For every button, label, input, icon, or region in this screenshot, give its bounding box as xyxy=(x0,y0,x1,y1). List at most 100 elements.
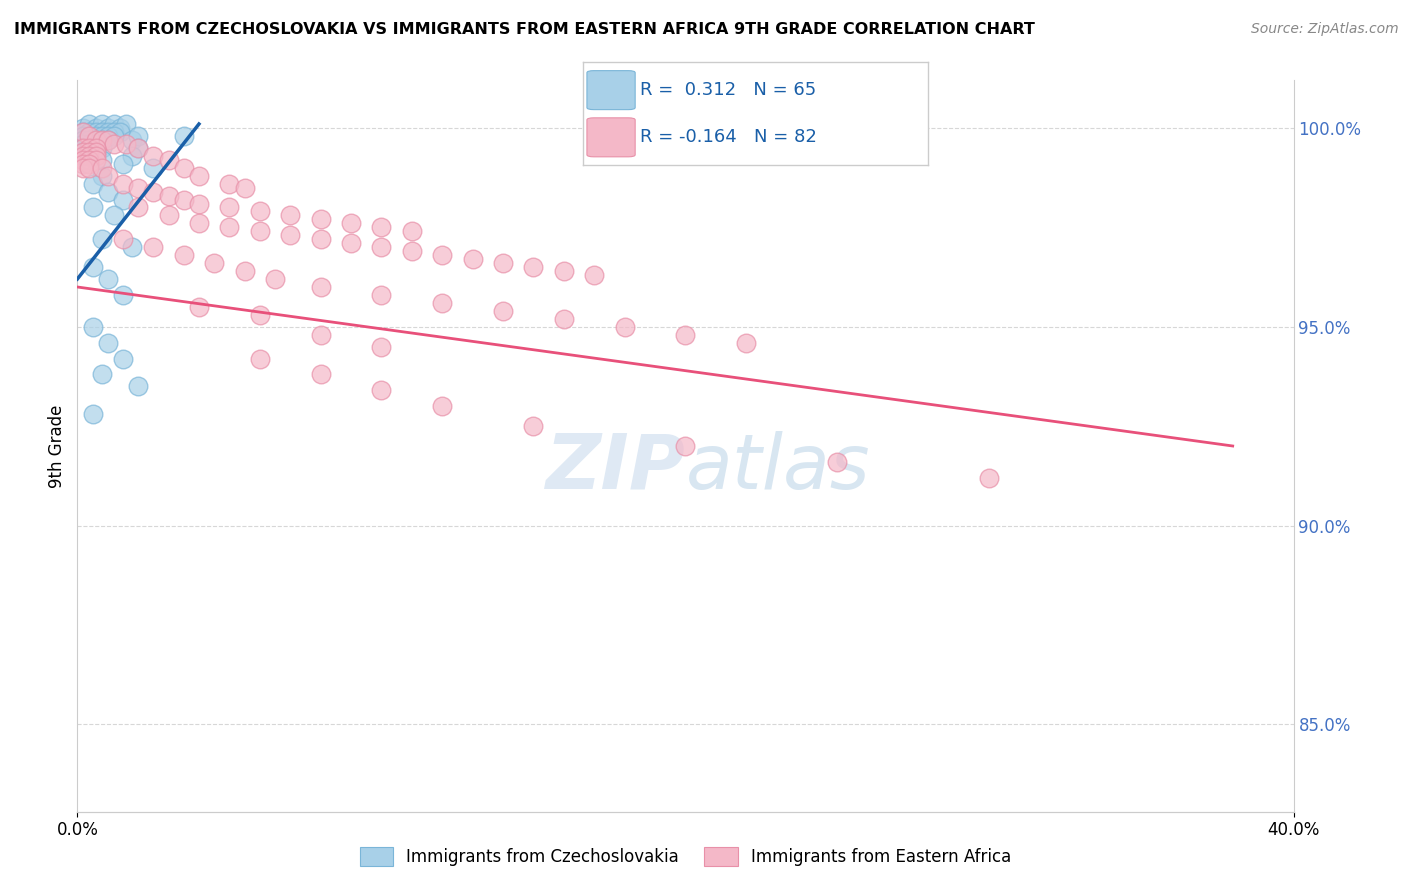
Point xyxy=(72,125,94,139)
Point xyxy=(127,141,149,155)
Point xyxy=(278,209,301,223)
Point xyxy=(90,153,112,167)
Point xyxy=(111,157,134,171)
Point xyxy=(79,141,101,155)
Point xyxy=(157,209,180,223)
Point xyxy=(72,120,94,135)
Text: R =  0.312   N = 65: R = 0.312 N = 65 xyxy=(640,81,817,99)
Point xyxy=(432,296,454,310)
Point xyxy=(79,125,101,139)
Point xyxy=(72,149,94,163)
Point xyxy=(188,196,211,211)
Point xyxy=(142,240,165,254)
Point xyxy=(370,288,392,302)
Point xyxy=(249,204,271,219)
Point xyxy=(111,193,134,207)
Point xyxy=(97,128,120,143)
Point xyxy=(79,128,101,143)
Point xyxy=(79,145,101,159)
Point xyxy=(309,368,332,382)
Point xyxy=(309,232,332,246)
Point xyxy=(111,232,134,246)
Point xyxy=(103,209,125,223)
Point xyxy=(613,319,636,334)
Point xyxy=(127,379,149,393)
Point xyxy=(97,185,120,199)
Point xyxy=(432,399,454,413)
Point xyxy=(79,149,101,163)
Point xyxy=(72,133,94,147)
Point xyxy=(103,117,125,131)
Point xyxy=(121,240,143,254)
FancyBboxPatch shape xyxy=(586,70,636,110)
Point xyxy=(188,300,211,314)
Point xyxy=(72,128,94,143)
Point xyxy=(115,136,138,151)
Point xyxy=(735,335,758,350)
Point xyxy=(90,169,112,183)
Point xyxy=(173,248,195,262)
Point xyxy=(218,177,240,191)
Point xyxy=(79,141,101,155)
Point xyxy=(340,216,363,230)
Point xyxy=(432,248,454,262)
Point xyxy=(79,133,101,147)
Point xyxy=(97,120,120,135)
Point xyxy=(90,232,112,246)
Point xyxy=(142,149,165,163)
Point xyxy=(233,264,256,278)
Point xyxy=(309,280,332,294)
Point xyxy=(90,125,112,139)
Point xyxy=(188,216,211,230)
Point xyxy=(202,256,225,270)
Point xyxy=(79,153,101,167)
Point xyxy=(82,407,104,421)
Point xyxy=(90,161,112,175)
Point xyxy=(111,288,134,302)
Point xyxy=(127,141,149,155)
Point xyxy=(79,117,101,131)
Point xyxy=(82,201,104,215)
Point xyxy=(79,161,101,175)
Point xyxy=(79,136,101,151)
Point xyxy=(72,125,94,139)
Point xyxy=(583,268,606,282)
FancyBboxPatch shape xyxy=(586,118,636,157)
Point xyxy=(103,128,125,143)
Point xyxy=(72,145,94,159)
Point xyxy=(278,228,301,243)
Point xyxy=(522,260,544,274)
Point xyxy=(249,351,271,366)
Point xyxy=(121,149,143,163)
Point xyxy=(72,149,94,163)
Point xyxy=(111,351,134,366)
Point xyxy=(233,180,256,194)
Point xyxy=(72,153,94,167)
Point xyxy=(173,161,195,175)
Point xyxy=(108,120,131,135)
Text: atlas: atlas xyxy=(686,431,870,505)
Point xyxy=(72,161,94,175)
Point xyxy=(84,141,107,155)
Point xyxy=(72,145,94,159)
Point xyxy=(97,272,120,286)
Point xyxy=(97,133,120,147)
Point xyxy=(115,117,138,131)
Point xyxy=(401,224,423,238)
Point xyxy=(370,340,392,354)
Point xyxy=(90,117,112,131)
Point xyxy=(249,224,271,238)
Text: ZIP: ZIP xyxy=(546,431,686,505)
Point xyxy=(97,335,120,350)
Point xyxy=(675,327,697,342)
Point xyxy=(522,419,544,434)
Point xyxy=(84,120,107,135)
Point xyxy=(103,136,125,151)
Point xyxy=(340,236,363,251)
Point xyxy=(370,220,392,235)
Point xyxy=(84,136,107,151)
Point xyxy=(218,220,240,235)
Point xyxy=(82,177,104,191)
Point xyxy=(84,153,107,167)
Point xyxy=(370,240,392,254)
